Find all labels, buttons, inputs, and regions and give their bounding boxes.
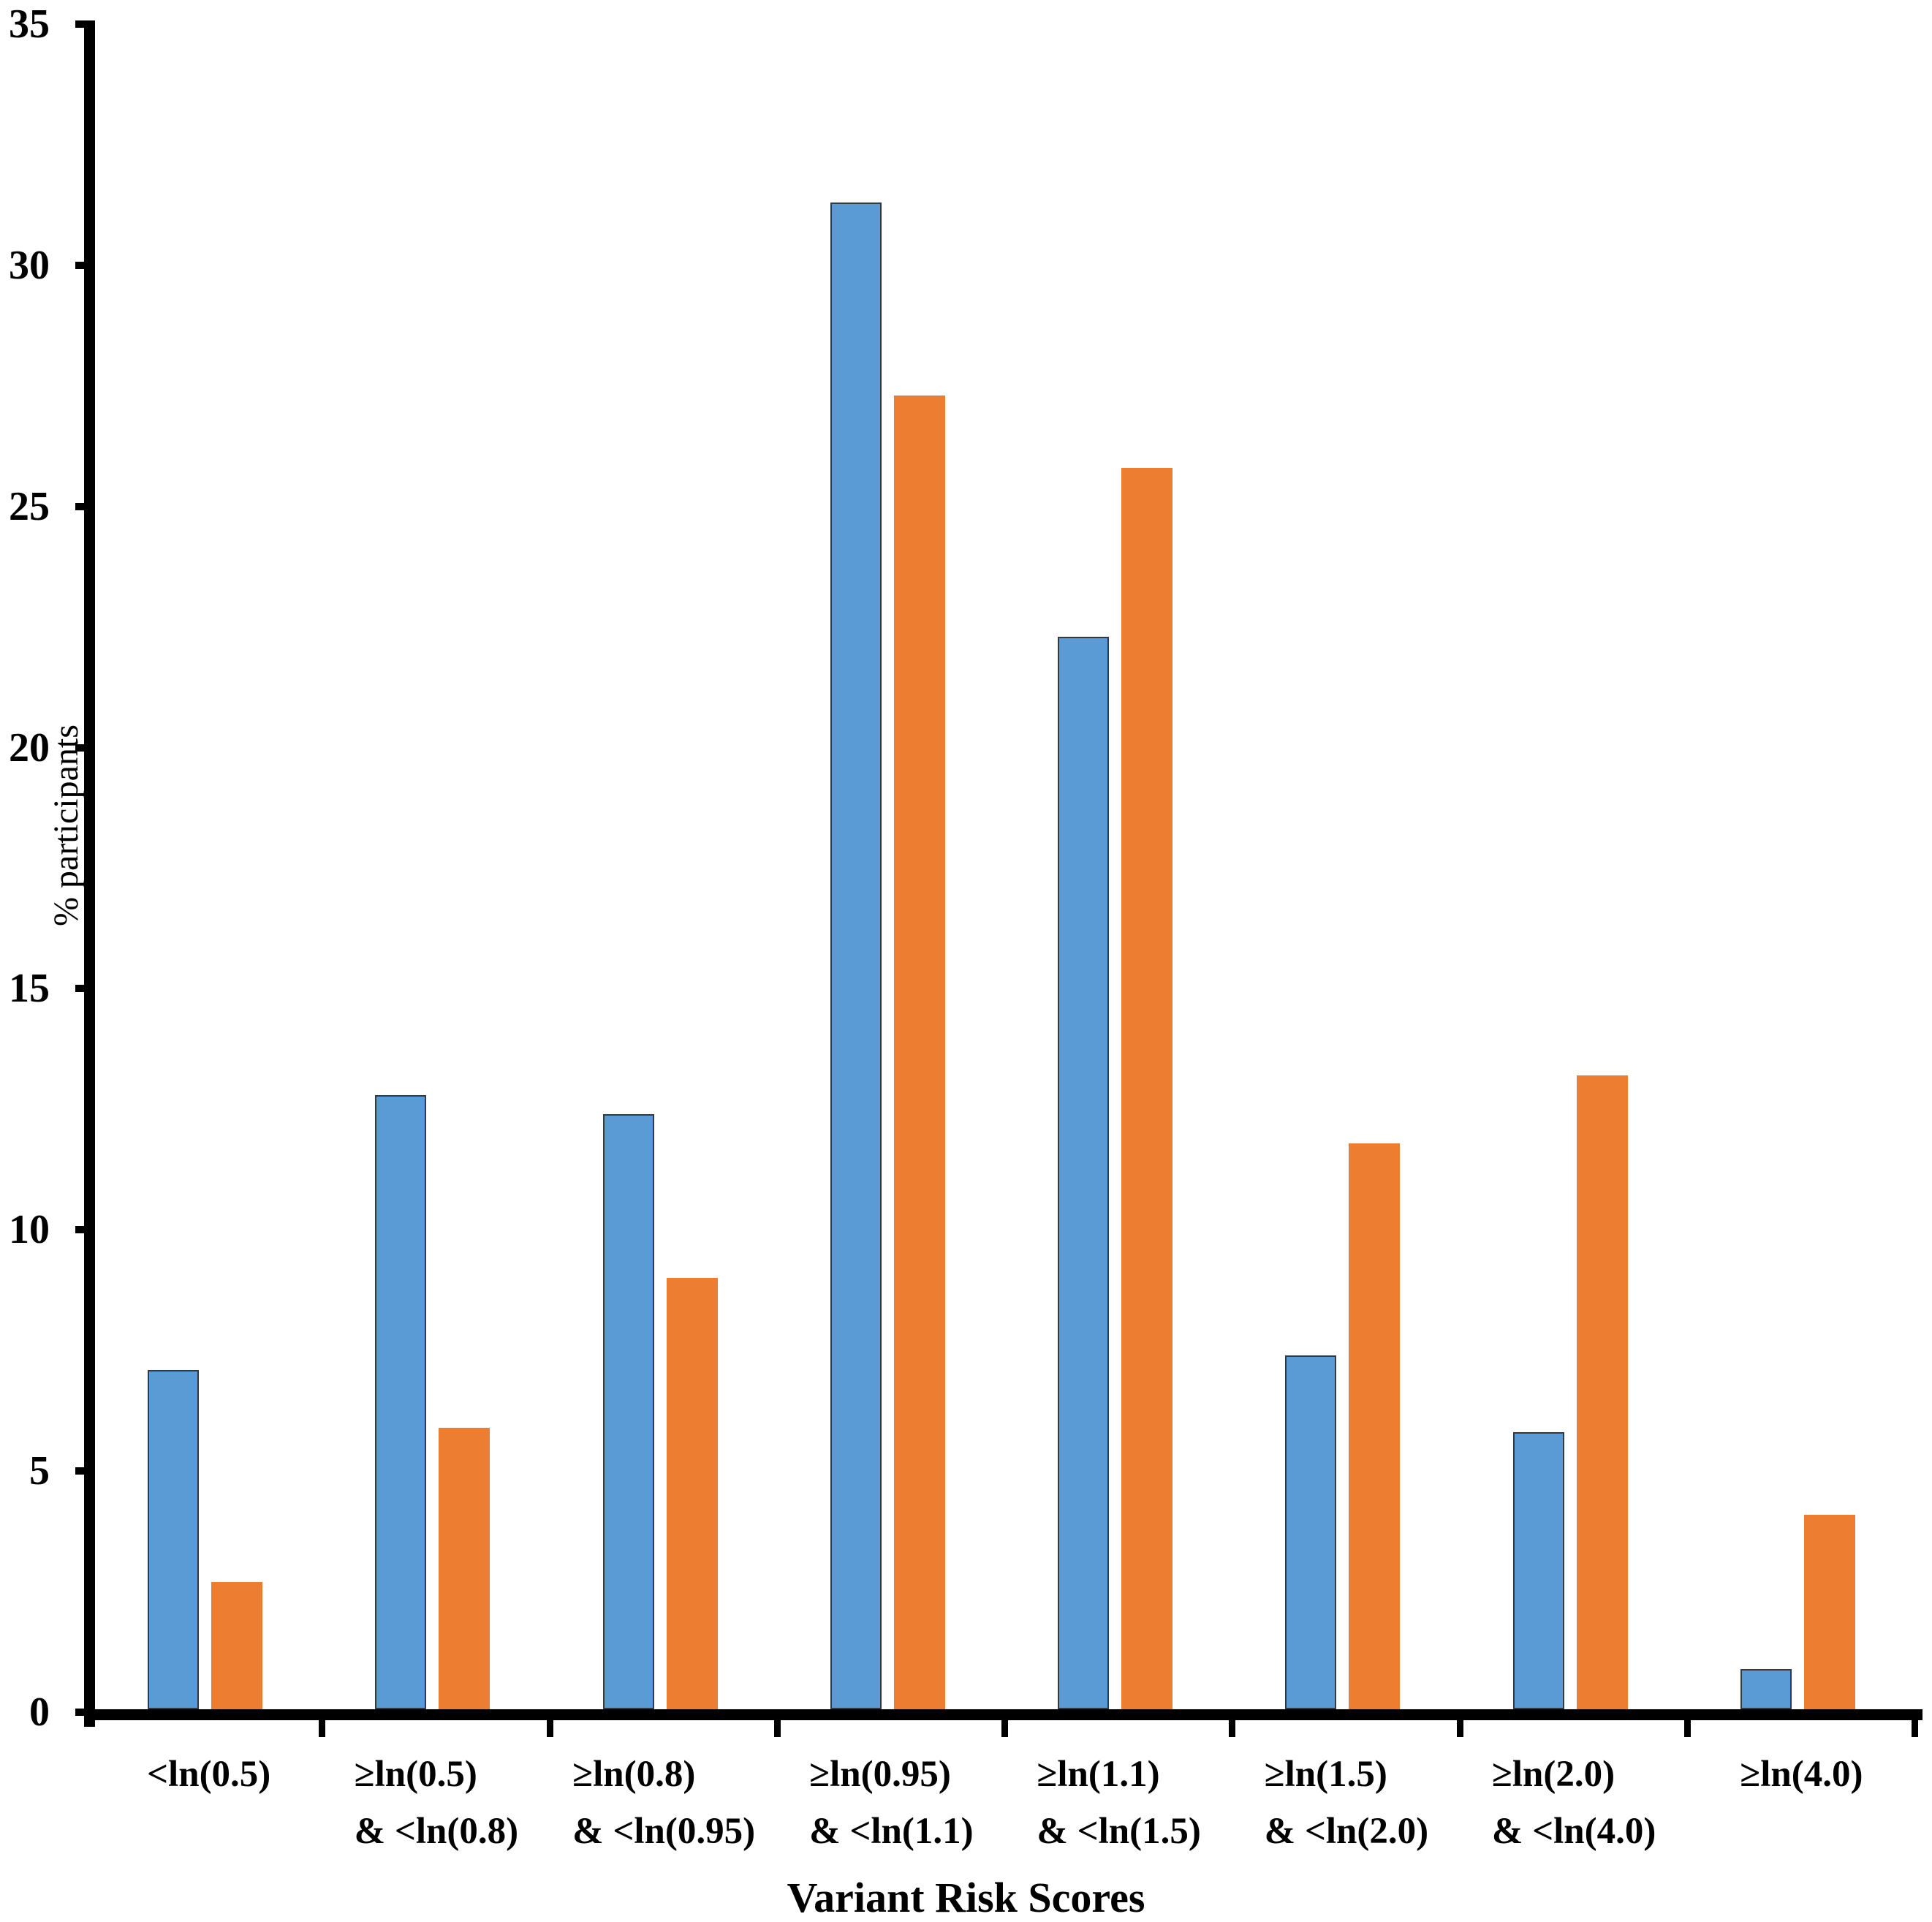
y-tick-label-10: 10 <box>9 1207 50 1253</box>
x-tick-1 <box>319 1717 326 1737</box>
bar-blue-7 <box>1513 1432 1564 1709</box>
bar-blue-6 <box>1285 1355 1336 1709</box>
bar-blue-2 <box>375 1095 426 1709</box>
y-tick-label-20: 20 <box>9 724 50 771</box>
bar-orange-3 <box>667 1278 718 1709</box>
bar-blue-5 <box>1058 637 1109 1709</box>
y-tick-25 <box>75 502 95 510</box>
bar-orange-4 <box>894 396 945 1709</box>
y-tick-35 <box>75 20 95 29</box>
x-tick-8 <box>1912 1717 1918 1737</box>
y-tick-label-0: 0 <box>29 1690 50 1735</box>
x-tick-6 <box>1456 1717 1463 1737</box>
x-category-label-text: ≥ln(1.1) & <ln(1.5) <box>1037 1754 1201 1852</box>
y-tick-30 <box>75 261 95 269</box>
bar-blue-1 <box>148 1370 199 1709</box>
x-category-label-1: <ln(0.5) <box>95 1746 322 1803</box>
y-tick-label-15: 15 <box>9 966 50 1012</box>
bar-orange-5 <box>1121 468 1173 1709</box>
bar-blue-3 <box>603 1114 654 1709</box>
x-tick-7 <box>1683 1717 1691 1737</box>
x-category-label-6: ≥ln(1.5) & <ln(2.0) <box>1232 1746 1460 1860</box>
x-tick-5 <box>1229 1717 1236 1737</box>
x-category-label-text: <ln(0.5) <box>146 1754 271 1795</box>
bar-blue-8 <box>1740 1669 1792 1709</box>
bar-orange-6 <box>1349 1143 1400 1709</box>
x-category-label-2: ≥ln(0.5) & <ln(0.8) <box>322 1746 550 1860</box>
x-category-label-8: ≥ln(4.0) <box>1688 1746 1915 1803</box>
x-category-label-3: ≥ln(0.8) & <ln(0.95) <box>550 1746 778 1860</box>
x-category-label-text: ≥ln(0.8) & <ln(0.95) <box>572 1754 756 1852</box>
y-tick-label-5: 5 <box>29 1448 50 1494</box>
x-tick-4 <box>1001 1717 1008 1737</box>
bar-orange-1 <box>211 1582 262 1709</box>
x-category-label-text: ≥ln(0.95) & <ln(1.1) <box>809 1754 974 1852</box>
y-tick-15 <box>75 985 95 993</box>
y-tick-0 <box>75 1709 95 1716</box>
x-category-label-text: ≥ln(2.0) & <ln(4.0) <box>1491 1754 1656 1852</box>
x-category-label-5: ≥ln(1.1) & <ln(1.5) <box>1005 1746 1232 1860</box>
x-tick-3 <box>773 1717 781 1737</box>
y-tick-label-30: 30 <box>9 242 50 288</box>
y-tick-10 <box>75 1226 95 1234</box>
bar-orange-7 <box>1577 1075 1628 1709</box>
x-category-label-4: ≥ln(0.95) & <ln(1.1) <box>778 1746 1005 1860</box>
x-category-label-7: ≥ln(2.0) & <ln(4.0) <box>1461 1746 1688 1860</box>
y-tick-20 <box>75 744 95 752</box>
x-category-label-text: ≥ln(1.5) & <ln(2.0) <box>1264 1754 1429 1852</box>
x-category-label-text: ≥ln(4.0) <box>1740 1754 1863 1795</box>
bar-orange-2 <box>439 1428 490 1709</box>
y-axis-line <box>84 20 95 1727</box>
x-category-label-text: ≥ln(0.5) & <ln(0.8) <box>354 1754 519 1852</box>
y-tick-5 <box>75 1467 95 1475</box>
y-tick-label-35: 35 <box>9 1 50 48</box>
y-tick-label-25: 25 <box>9 483 50 529</box>
x-tick-2 <box>546 1717 553 1737</box>
x-axis-title: Variant Risk Scores <box>787 1874 1145 1921</box>
y-axis-title: % participants <box>47 724 86 926</box>
bar-orange-8 <box>1804 1515 1855 1709</box>
bar-blue-4 <box>830 203 882 1709</box>
